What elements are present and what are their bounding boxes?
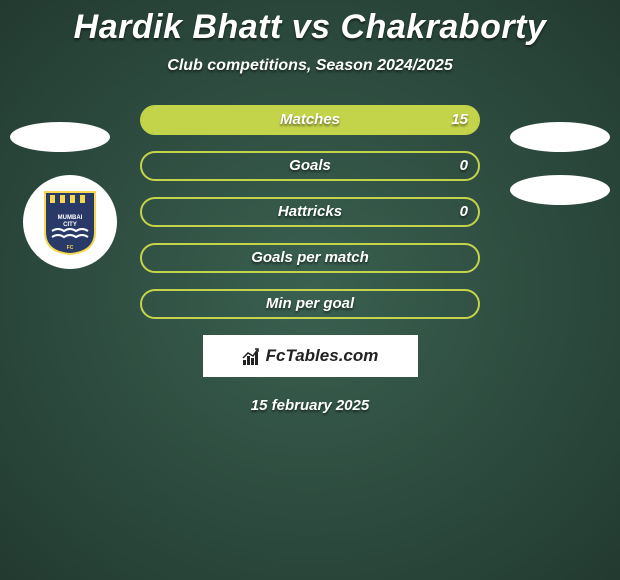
stat-row-matches: Matches 15 (140, 105, 480, 135)
svg-text:MUMBAI: MUMBAI (58, 215, 83, 221)
stat-label: Matches (280, 111, 340, 128)
stat-row-goals: Goals 0 (140, 151, 480, 181)
stat-label: Min per goal (266, 295, 354, 312)
page-subtitle: Club competitions, Season 2024/2025 (0, 47, 620, 75)
stat-label: Goals per match (251, 249, 369, 266)
watermark-box[interactable]: FcTables.com (203, 335, 418, 377)
comparison-card: Hardik Bhatt vs Chakraborty Club competi… (0, 0, 620, 580)
player-right-placeholder-2 (510, 175, 610, 205)
player-left-placeholder (10, 122, 110, 152)
stat-value-right: 0 (460, 153, 468, 179)
stat-label: Goals (289, 157, 331, 174)
page-title: Hardik Bhatt vs Chakraborty (0, 0, 620, 47)
svg-text:FC: FC (67, 245, 74, 251)
stat-row-hattricks: Hattricks 0 (140, 197, 480, 227)
stat-row-goals-per-match: Goals per match (140, 243, 480, 273)
player-right-placeholder-1 (510, 122, 610, 152)
watermark-text: FcTables.com (266, 346, 379, 365)
date-text: 15 february 2025 (0, 397, 620, 414)
stats-block: Matches 15 Goals 0 Hattricks 0 Goals per… (140, 105, 480, 319)
svg-text:CITY: CITY (63, 222, 77, 228)
stat-value-right: 15 (451, 107, 468, 133)
stat-label: Hattricks (278, 203, 342, 220)
bar-chart-icon (242, 348, 262, 366)
stat-value-right: 0 (460, 199, 468, 225)
stat-row-min-per-goal: Min per goal (140, 289, 480, 319)
club-badge-left: MUMBAI CITY FC (23, 175, 117, 269)
mumbai-city-crest-icon: MUMBAI CITY FC (40, 187, 100, 257)
